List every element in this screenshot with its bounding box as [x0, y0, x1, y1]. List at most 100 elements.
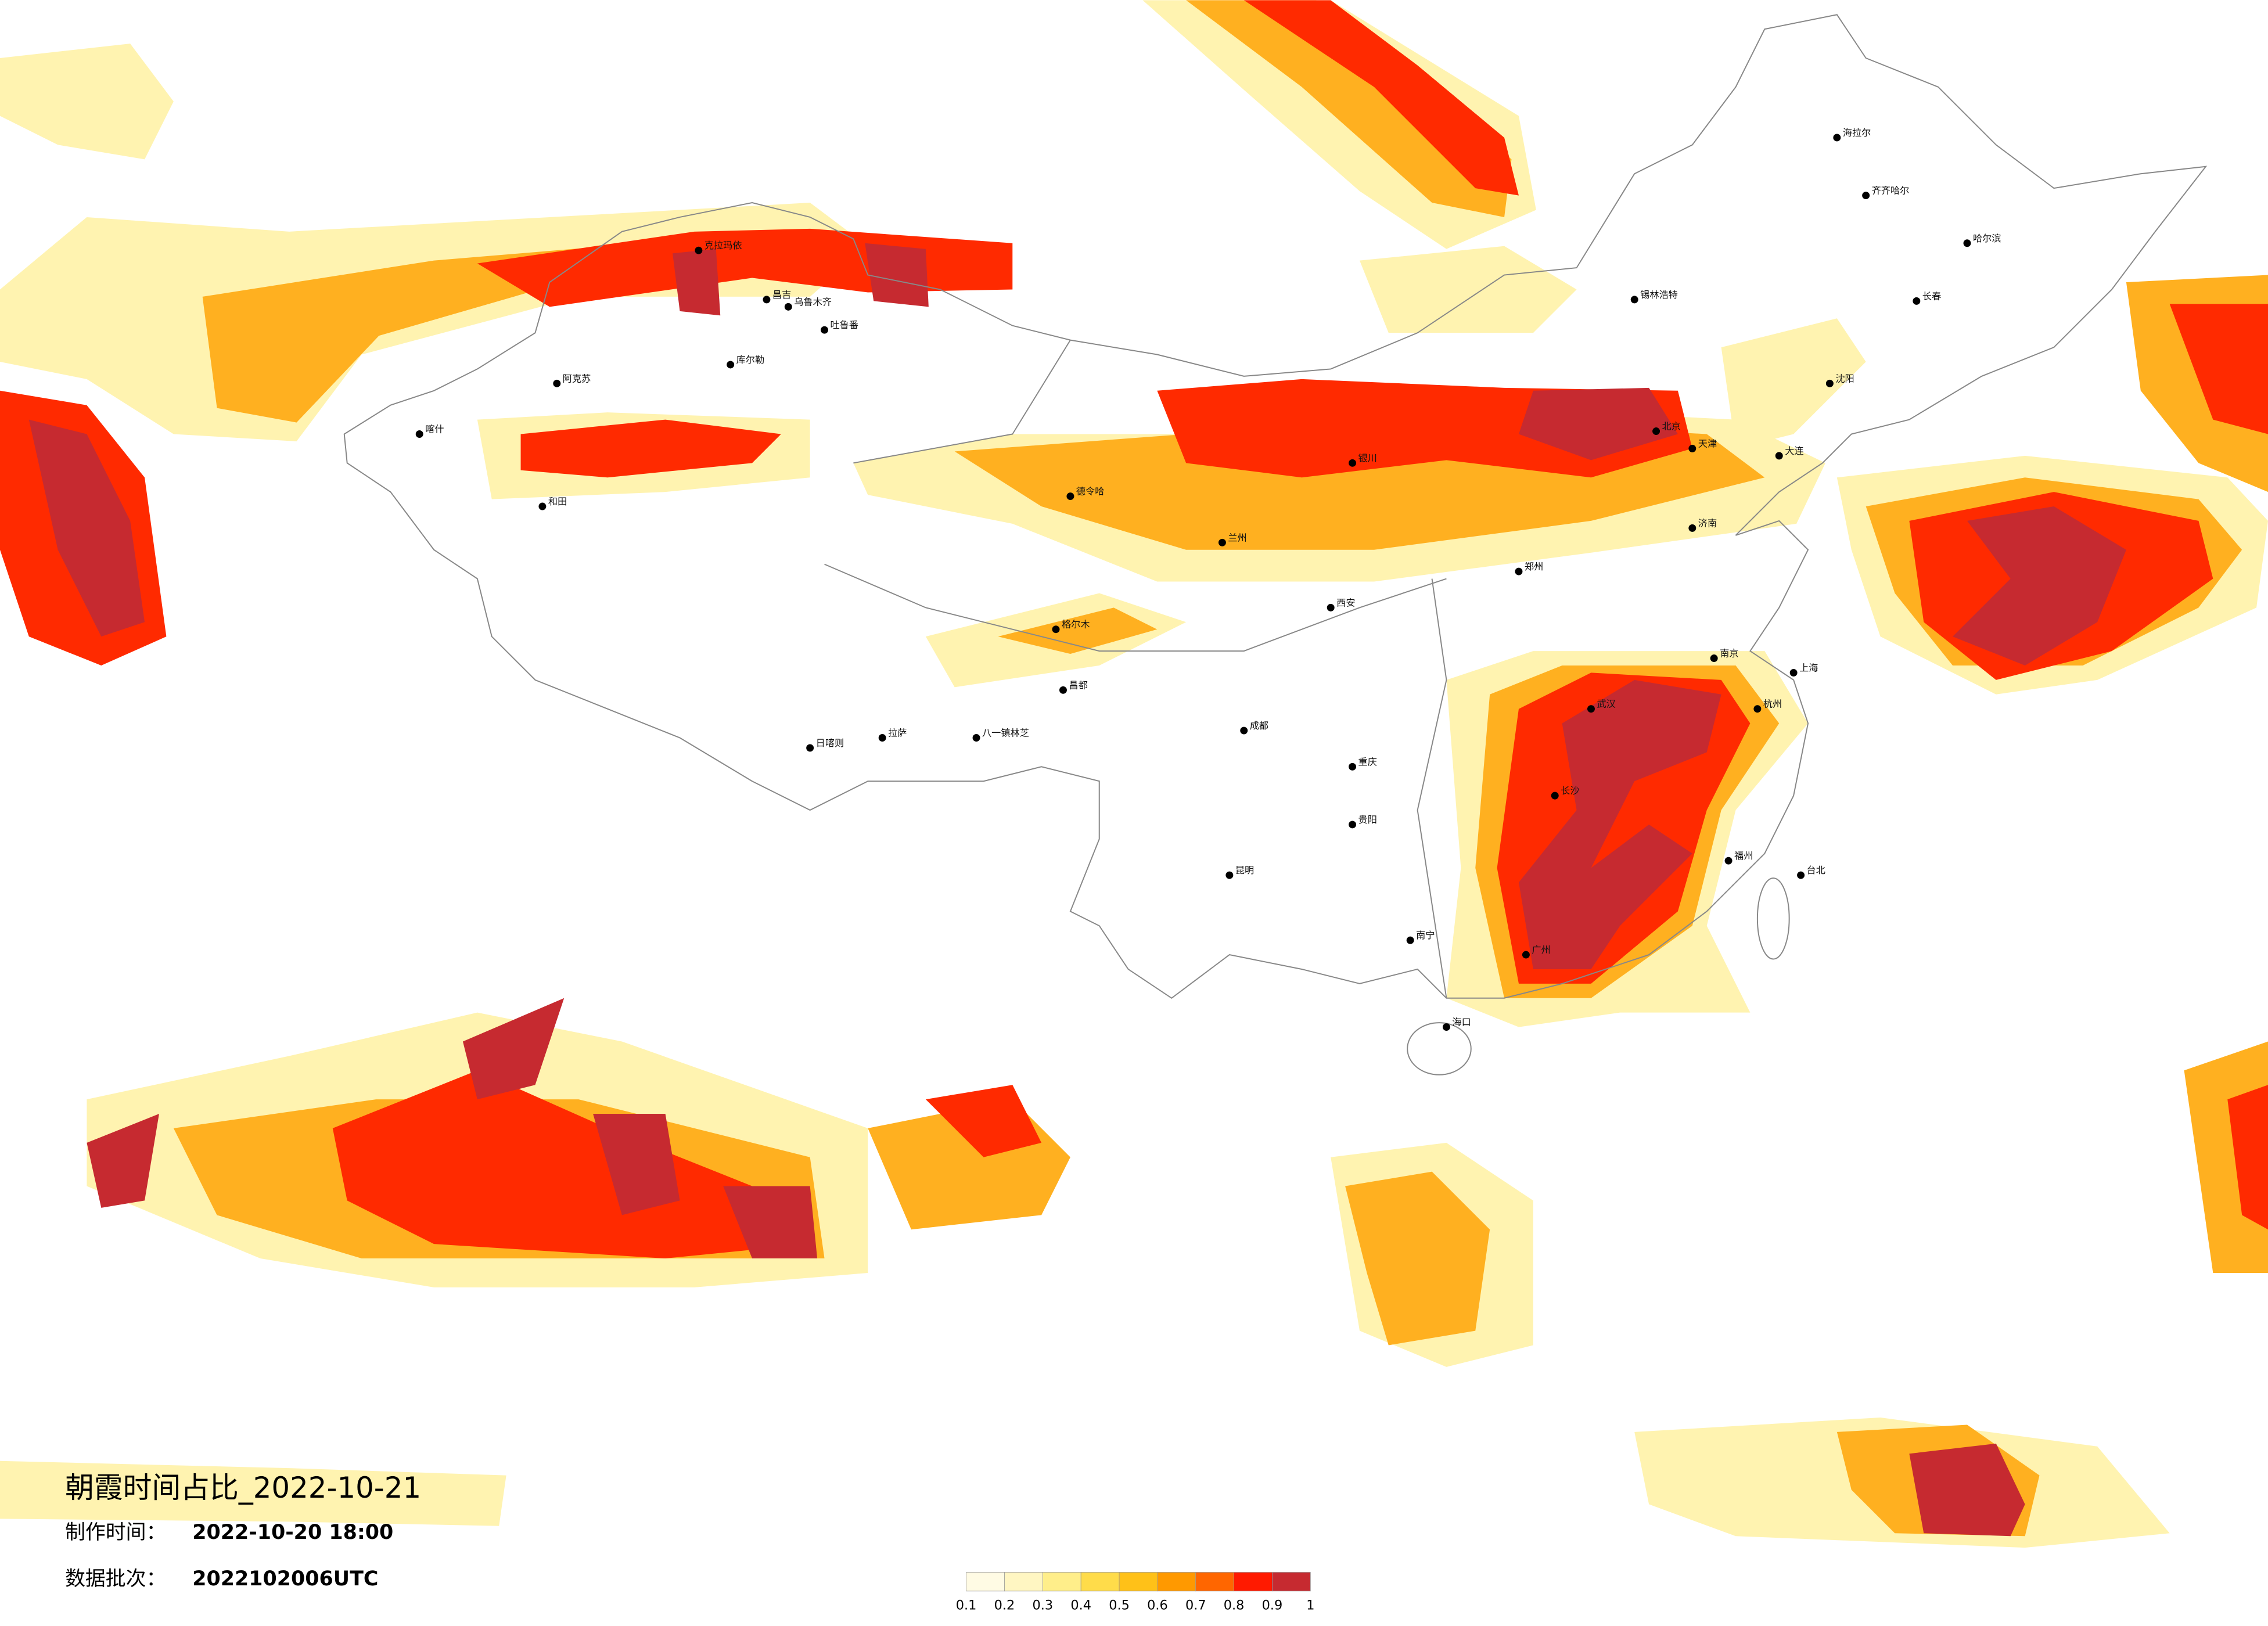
legend-tick-label: 1 — [1306, 1598, 1314, 1613]
city-marker — [695, 246, 703, 254]
city-label: 南宁 — [1416, 930, 1435, 941]
city-label: 日喀则 — [816, 738, 844, 749]
city-label: 天津 — [1698, 438, 1717, 449]
legend-swatch — [1004, 1572, 1043, 1592]
city-marker — [1963, 239, 1971, 247]
city-label: 上海 — [1799, 662, 1818, 673]
legend-tick-label: 0.9 — [1262, 1598, 1283, 1613]
city-marker — [1218, 538, 1226, 546]
city-label: 杭州 — [1763, 699, 1782, 710]
city-marker — [1688, 524, 1696, 532]
city-label: 阿克苏 — [563, 373, 591, 384]
batch-label: 数据批次： — [65, 1567, 166, 1591]
legend-tick-label: 0.8 — [1224, 1598, 1245, 1613]
title: 朝霞时间占比_2022-10-21 — [65, 1471, 421, 1505]
city-label: 沈阳 — [1835, 373, 1854, 384]
city-marker — [1442, 1023, 1450, 1031]
city-label: 重庆 — [1358, 756, 1377, 767]
legend-swatch — [1157, 1572, 1196, 1592]
city-marker — [415, 430, 423, 438]
city-marker — [878, 734, 886, 742]
city-marker — [1913, 297, 1921, 305]
city-label: 齐齐哈尔 — [1872, 185, 1910, 196]
city-label: 北京 — [1662, 421, 1681, 432]
city-marker — [784, 303, 792, 311]
city-marker — [1688, 444, 1696, 452]
legend-tick-label: 0.3 — [1033, 1598, 1054, 1613]
city-label: 海拉尔 — [1843, 127, 1871, 138]
city-label: 西安 — [1336, 597, 1355, 608]
city-label: 和田 — [548, 496, 567, 507]
city-label: 吐鲁番 — [831, 319, 859, 330]
legend-tick-label: 0.2 — [994, 1598, 1015, 1613]
legend-tick-label: 0.6 — [1147, 1598, 1168, 1613]
city-marker — [1775, 452, 1783, 460]
city-marker — [1753, 705, 1762, 713]
city-marker — [1833, 134, 1841, 142]
city-label: 福州 — [1734, 850, 1753, 861]
city-label: 克拉玛依 — [705, 240, 742, 251]
legend-swatch — [966, 1572, 1005, 1592]
city-label: 台北 — [1807, 865, 1825, 876]
legend-tick-label: 0.4 — [1070, 1598, 1091, 1613]
batch-value: 2022102006UTC — [192, 1567, 378, 1591]
legend-swatch — [1195, 1572, 1234, 1592]
city-marker — [806, 744, 814, 752]
city-marker — [1587, 705, 1595, 713]
city-label: 广州 — [1532, 944, 1550, 955]
city-marker — [1349, 762, 1357, 771]
city-marker — [763, 296, 771, 304]
legend-tick-label: 0.7 — [1185, 1598, 1206, 1613]
city-label: 武汉 — [1597, 699, 1615, 710]
city-marker — [1327, 603, 1335, 611]
city-marker — [972, 734, 980, 742]
city-marker — [1551, 792, 1559, 800]
city-label: 拉萨 — [888, 728, 907, 739]
city-marker — [727, 361, 735, 369]
city-marker — [1406, 936, 1414, 944]
city-marker — [538, 502, 547, 510]
city-label: 贵阳 — [1358, 814, 1377, 825]
legend-swatch — [1042, 1572, 1081, 1592]
city-marker — [1515, 567, 1523, 575]
city-label: 长沙 — [1561, 785, 1579, 796]
city-marker — [1052, 625, 1060, 634]
city-marker — [1652, 427, 1660, 436]
city-marker — [1066, 492, 1074, 501]
city-marker — [1862, 192, 1870, 200]
city-label: 成都 — [1250, 720, 1268, 731]
city-label: 昌吉 — [772, 289, 791, 300]
city-label: 格尔木 — [1062, 619, 1090, 630]
city-marker — [1349, 821, 1357, 829]
city-label: 德令哈 — [1076, 486, 1105, 497]
city-marker — [1789, 668, 1798, 677]
legend-swatch — [1080, 1572, 1120, 1592]
made-value: 2022-10-20 18:00 — [192, 1521, 393, 1544]
city-label: 大连 — [1785, 445, 1803, 456]
legend-tick-label: 0.1 — [956, 1598, 977, 1613]
city-label: 济南 — [1698, 517, 1717, 528]
city-marker — [1724, 857, 1733, 865]
city-label: 喀什 — [425, 424, 444, 435]
city-marker — [1522, 951, 1530, 959]
city-marker — [1240, 726, 1248, 735]
city-label: 兰州 — [1228, 532, 1246, 543]
city-marker — [1225, 871, 1234, 879]
city-label: 海口 — [1452, 1017, 1471, 1028]
legend-swatch — [1272, 1572, 1311, 1592]
city-label: 长春 — [1922, 290, 1941, 301]
legend-swatch — [1234, 1572, 1273, 1592]
legend-swatch — [1119, 1572, 1158, 1592]
made-label: 制作时间： — [65, 1521, 166, 1544]
city-marker — [553, 379, 561, 387]
city-label: 郑州 — [1525, 561, 1543, 572]
city-label: 乌鲁木齐 — [794, 296, 832, 307]
city-marker — [1825, 379, 1834, 387]
city-marker — [1349, 459, 1357, 467]
city-label: 锡林浩特 — [1640, 289, 1678, 300]
city-marker — [1059, 686, 1067, 694]
legend-tick-label: 0.5 — [1109, 1598, 1130, 1613]
borders — [343, 14, 2208, 1075]
